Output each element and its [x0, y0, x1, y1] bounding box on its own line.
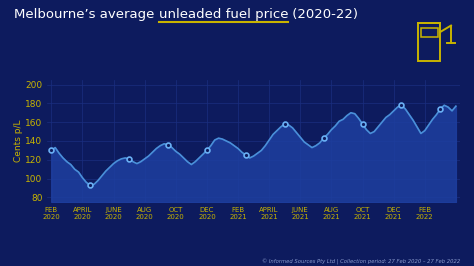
- Text: © Informed Sources Pty Ltd | Collection period: 27 Feb 2020 – 27 Feb 2022: © Informed Sources Pty Ltd | Collection …: [262, 259, 460, 265]
- Y-axis label: Cents p/L: Cents p/L: [14, 120, 22, 162]
- Text: (2020-22): (2020-22): [288, 8, 358, 21]
- Text: Melbourne’s average: Melbourne’s average: [14, 8, 159, 21]
- Text: unleaded fuel price: unleaded fuel price: [159, 8, 288, 21]
